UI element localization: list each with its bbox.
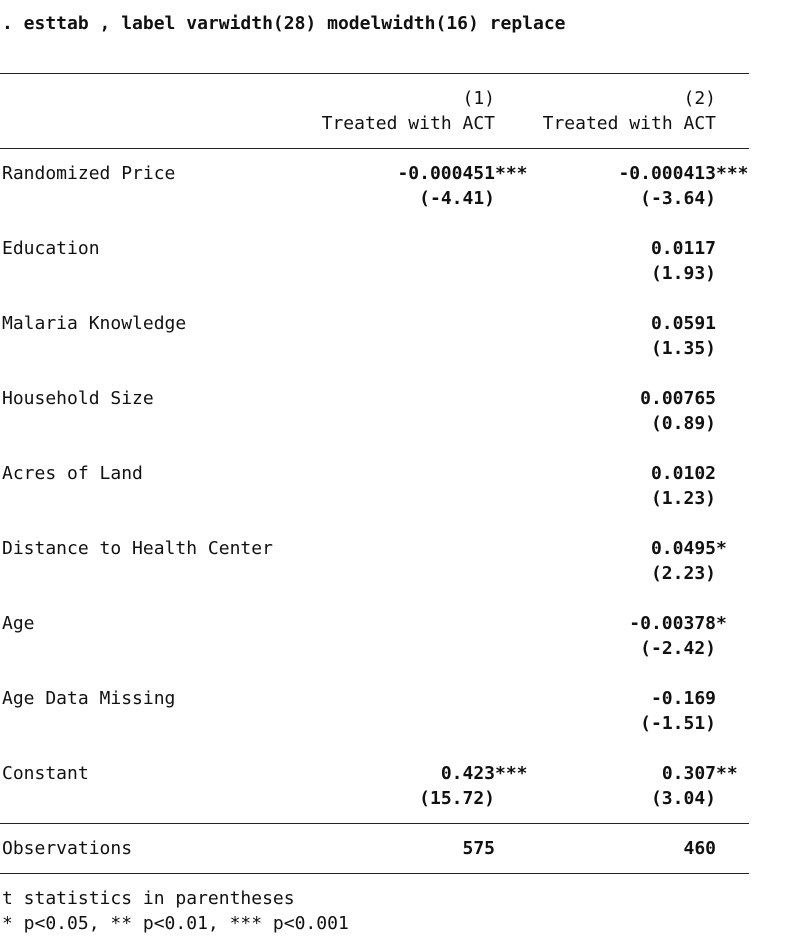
variable-label: Acres of Land [2, 463, 143, 484]
model-1-title: Treated with ACT [321, 113, 495, 134]
t-stat-row: (-4.41) (-3.64) [0, 186, 760, 211]
coef-row: Malaria Knowledge 0.0591 [0, 311, 760, 336]
coef-value: -0.000451 [397, 163, 495, 184]
variable-label: Age [2, 613, 35, 634]
observations-label: Observations [2, 838, 133, 859]
t-stat-model-2: (0.89) [650, 413, 716, 434]
coef-row: Acres of Land 0.0102 [0, 461, 760, 486]
t-stat-model-2: (-1.51) [640, 713, 716, 734]
t-stat-model-2: (1.93) [650, 263, 716, 284]
observations-model-1: 575 [462, 838, 495, 859]
coef-value: 0.0117 [650, 238, 716, 259]
t-stat-model-2: (-3.64) [640, 188, 716, 209]
command-line: . esttab , label varwidth(28) modelwidth… [2, 13, 566, 34]
coef-value: 0.0495 [650, 538, 716, 559]
variable-label: Distance to Health Center [2, 538, 273, 559]
variable-label: Age Data Missing [2, 688, 176, 709]
variable-label: Education [2, 238, 100, 259]
coef-model-2: 0.0591 [520, 311, 716, 336]
t-stat-model-1: (15.72) [419, 788, 495, 809]
coef-row: Randomized Price -0.000451 *** -0.000413 *** [0, 161, 760, 186]
note-significance: * p<0.05, ** p<0.01, *** p<0.001 [2, 913, 349, 934]
header-model-numbers: (1) (2) [0, 86, 760, 111]
significance-stars: *** [716, 163, 749, 184]
note-t-stats: t statistics in parentheses [2, 888, 295, 909]
coef-model-2: 0.00765 [520, 386, 716, 411]
coef-value: -0.169 [650, 688, 716, 709]
t-stat-row: (0.89) [0, 411, 760, 436]
t-stat-row: (1.93) [0, 261, 760, 286]
coef-value: -0.000413 [618, 163, 716, 184]
coef-model-2: 0.0495 * [520, 536, 727, 561]
coef-model-2: 0.307 ** [520, 761, 738, 786]
variable-label: Randomized Price [2, 163, 176, 184]
t-stat-model-2: (-2.42) [640, 638, 716, 659]
coef-model-2: -0.00378 * [520, 611, 727, 636]
variable-label: Constant [2, 763, 89, 784]
coef-row: Age -0.00378 * [0, 611, 760, 636]
coef-row: Age Data Missing -0.169 [0, 686, 760, 711]
coef-model-1: 0.423 *** [300, 761, 528, 786]
significance-stars: * [716, 613, 727, 634]
t-stat-model-2: (3.04) [650, 788, 716, 809]
coef-row: Household Size 0.00765 [0, 386, 760, 411]
t-stat-model-2: (1.35) [650, 338, 716, 359]
bottom-rule [0, 873, 749, 874]
model-1-number: (1) [462, 88, 495, 109]
t-stat-row: (-1.51) [0, 711, 760, 736]
obs-top-rule [0, 823, 749, 824]
coef-value: 0.307 [661, 763, 716, 784]
t-stat-model-2: (1.23) [650, 488, 716, 509]
t-stat-model-2: (2.23) [650, 563, 716, 584]
coef-value: -0.00378 [629, 613, 716, 634]
coef-value: 0.00765 [640, 388, 716, 409]
t-stat-row: (-2.42) [0, 636, 760, 661]
coef-model-1: -0.000451 *** [300, 161, 527, 186]
coef-model-2: 0.0117 [520, 236, 716, 261]
t-stat-row: (2.23) [0, 561, 760, 586]
header-rule [0, 148, 749, 149]
observations-model-2: 460 [683, 838, 716, 859]
significance-stars: *** [495, 763, 528, 784]
header-model-titles: Treated with ACT Treated with ACT [0, 111, 760, 136]
t-stat-model-1: (-4.41) [419, 188, 495, 209]
coef-value: 0.0591 [650, 313, 716, 334]
coef-row: Education 0.0117 [0, 236, 760, 261]
coef-model-2: -0.169 [520, 686, 716, 711]
significance-stars: * [716, 538, 727, 559]
variable-label: Malaria Knowledge [2, 313, 187, 334]
model-2-title: Treated with ACT [542, 113, 716, 134]
t-stat-row: (15.72) (3.04) [0, 786, 760, 811]
top-rule [0, 73, 749, 74]
coef-row: Constant 0.423 *** 0.307 ** [0, 761, 760, 786]
significance-stars: *** [495, 163, 528, 184]
coef-model-2: -0.000413 *** [520, 161, 748, 186]
coef-value: 0.0102 [650, 463, 716, 484]
t-stat-row: (1.35) [0, 336, 760, 361]
coef-row: Distance to Health Center 0.0495 * [0, 536, 760, 561]
observations-row: Observations 575 460 [0, 836, 760, 861]
significance-stars: ** [716, 763, 738, 784]
t-stat-row: (1.23) [0, 486, 760, 511]
coef-model-2: 0.0102 [520, 461, 716, 486]
coef-value: 0.423 [440, 763, 495, 784]
model-2-number: (2) [683, 88, 716, 109]
variable-label: Household Size [2, 388, 154, 409]
